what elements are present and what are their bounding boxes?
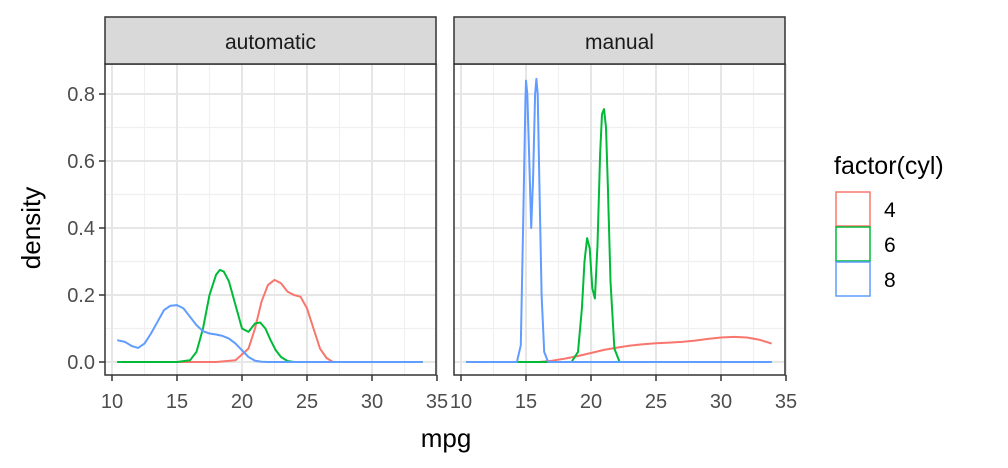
facet-strip xyxy=(453,16,786,65)
legend-key-8: 8 xyxy=(835,261,896,297)
facet-panel-automatic: automatic 10 15 20 25 30 35 0.0 0.2 0.4 0.6 0.8 xyxy=(67,16,448,413)
facet-panels: automatic 10 15 20 25 30 35 0.0 0.2 0.4 0.6 0.8 manu… xyxy=(67,16,797,413)
legend: factor(cyl) 4 6 8 xyxy=(834,152,944,297)
density-line-cyl-8 xyxy=(466,77,772,363)
x-tick-label: 10 xyxy=(101,391,123,413)
legend-swatch xyxy=(835,191,871,227)
legend-label: 8 xyxy=(884,269,896,292)
density-line-cyl-6 xyxy=(117,268,423,363)
x-tick-label: 25 xyxy=(645,391,667,413)
legend-label: 6 xyxy=(884,234,896,257)
x-tick-label: 35 xyxy=(775,391,797,413)
y-tick-label: 0.6 xyxy=(67,151,95,173)
legend-label: 4 xyxy=(884,199,896,222)
density-line-cyl-6 xyxy=(466,108,772,363)
x-tick-label: 30 xyxy=(361,391,383,413)
y-tick-label: 0.4 xyxy=(67,218,95,240)
y-tick-label: 0.0 xyxy=(67,352,95,374)
x-tick-label: 30 xyxy=(710,391,732,413)
panel-background xyxy=(105,64,436,375)
density-line-cyl-4 xyxy=(466,335,773,363)
facet-strip xyxy=(104,16,437,65)
x-tick-label: 15 xyxy=(166,391,188,413)
legend-keys: 4 6 8 xyxy=(835,191,896,297)
x-tick-label: 35 xyxy=(426,391,448,413)
x-tick-label: 20 xyxy=(231,391,253,413)
x-tick-label: 15 xyxy=(515,391,537,413)
legend-title: factor(cyl) xyxy=(834,152,944,180)
x-tick-label: 10 xyxy=(450,391,472,413)
y-axis-title: density xyxy=(16,187,46,269)
legend-swatch xyxy=(835,226,871,262)
density-line-cyl-8 xyxy=(116,304,423,363)
y-tick-label: 0.2 xyxy=(67,285,95,307)
density-line-cyl-4 xyxy=(117,278,423,363)
panel-background xyxy=(454,64,785,375)
x-axis-title: mpg xyxy=(421,423,472,453)
x-tick-label: 20 xyxy=(580,391,602,413)
legend-key-6: 6 xyxy=(835,226,896,262)
legend-swatch xyxy=(835,261,871,297)
legend-key-4: 4 xyxy=(835,191,896,227)
facet-panel-manual: manual 10 15 20 25 30 35 xyxy=(450,16,797,413)
x-tick-label: 25 xyxy=(296,391,318,413)
facet-strip-label: automatic xyxy=(225,31,316,54)
y-tick-label: 0.8 xyxy=(67,84,95,106)
facet-strip-label: manual xyxy=(585,31,654,54)
